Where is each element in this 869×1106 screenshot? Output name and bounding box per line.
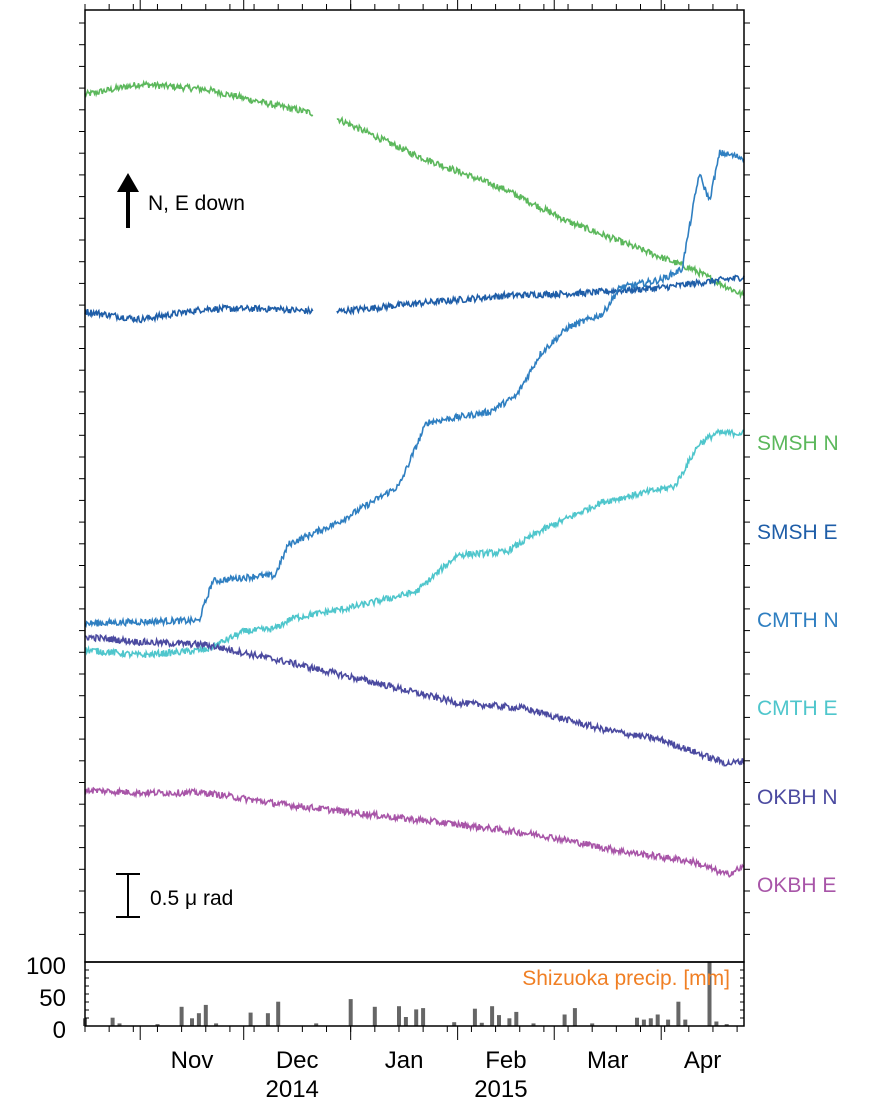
precip-bar <box>314 1023 319 1026</box>
precip-y-tick-label: 50 <box>39 985 66 1012</box>
precip-bar <box>648 1018 653 1026</box>
precip-bar <box>248 1012 253 1026</box>
series-line <box>84 786 745 878</box>
precip-bar <box>190 1018 194 1026</box>
precip-bar <box>507 1018 512 1026</box>
month-labels: Nov Dec Jan Feb Mar Apr <box>171 1047 722 1074</box>
precip-bar <box>655 1014 660 1026</box>
precip-bar <box>421 1008 426 1026</box>
series-line <box>84 79 745 300</box>
series-line <box>84 274 745 324</box>
precip-bar <box>479 1022 484 1026</box>
precip-bar <box>707 962 712 1026</box>
precip-bar <box>214 1023 219 1026</box>
series-label: OKBH E <box>757 874 836 897</box>
precip-bar <box>472 1008 477 1026</box>
precip-bar <box>572 1008 577 1026</box>
precip-bar <box>110 1017 115 1026</box>
precip-bar <box>203 1004 208 1026</box>
precip-bar <box>372 1006 377 1026</box>
precip-bar <box>514 1011 519 1026</box>
direction-label: N, E down <box>148 192 245 215</box>
year-label: 2014 <box>266 1076 319 1103</box>
precip-y-tick-label: 0 <box>53 1017 66 1044</box>
month-label: Nov <box>171 1047 214 1074</box>
month-label: Feb <box>485 1047 526 1074</box>
precip-bar <box>683 1019 688 1026</box>
precip-bar <box>714 1021 719 1026</box>
precip-bar <box>397 1006 401 1026</box>
scale-bar: 0.5 μ rad <box>116 873 233 918</box>
precip-bar <box>724 1024 729 1026</box>
series-line <box>84 149 745 628</box>
series-label: OKBH N <box>757 786 838 809</box>
direction-annotation: N, E down <box>117 173 245 228</box>
series-labels: SMSH N SMSH E CMTH N CMTH E OKBH N OKBH E <box>757 432 839 897</box>
precip-bar <box>641 1019 646 1026</box>
precip-bar <box>590 1023 595 1026</box>
precip-bar <box>562 1014 567 1026</box>
series-label: CMTH N <box>757 609 839 632</box>
precip-bar <box>155 1024 160 1026</box>
precip-bar <box>196 1013 201 1026</box>
year-label: 2015 <box>474 1076 527 1103</box>
precip-y-tick-labels: 100 50 0 <box>26 953 66 1044</box>
precip-plot-frame <box>84 961 745 1027</box>
series-label: SMSH N <box>757 432 839 455</box>
precip-y-tick-label: 100 <box>26 953 66 980</box>
series-lines <box>84 79 745 878</box>
precip-bar <box>676 1001 681 1026</box>
month-label: Mar <box>587 1047 628 1074</box>
precip-bar <box>414 1009 419 1026</box>
axis-ticks <box>79 0 750 1040</box>
month-label: Dec <box>276 1047 319 1074</box>
precip-label: Shizuoka precip. [mm] <box>522 967 730 990</box>
precip-bars <box>83 962 729 1026</box>
precip-bar <box>497 1015 501 1026</box>
precip-bar <box>452 1022 457 1026</box>
precip-bar <box>403 1017 408 1026</box>
month-label: Apr <box>684 1047 721 1074</box>
scale-bar-label: 0.5 μ rad <box>150 887 233 910</box>
precip-bar <box>531 1023 536 1026</box>
series-label: CMTH E <box>757 697 838 720</box>
precip-bar <box>348 999 353 1026</box>
series-line <box>84 428 745 660</box>
series-label: SMSH E <box>757 521 838 544</box>
precip-bar <box>276 1001 281 1026</box>
series-line <box>84 633 745 767</box>
precip-bar <box>265 1013 270 1026</box>
year-labels: 2014 2015 <box>266 1076 528 1103</box>
month-label: Jan <box>385 1047 424 1074</box>
precip-bar <box>117 1023 122 1026</box>
precip-bar <box>666 1019 671 1026</box>
precip-bar <box>635 1017 639 1026</box>
precip-bar <box>490 1006 495 1026</box>
arrow-head-icon <box>117 173 139 192</box>
precip-bar <box>179 1006 184 1026</box>
